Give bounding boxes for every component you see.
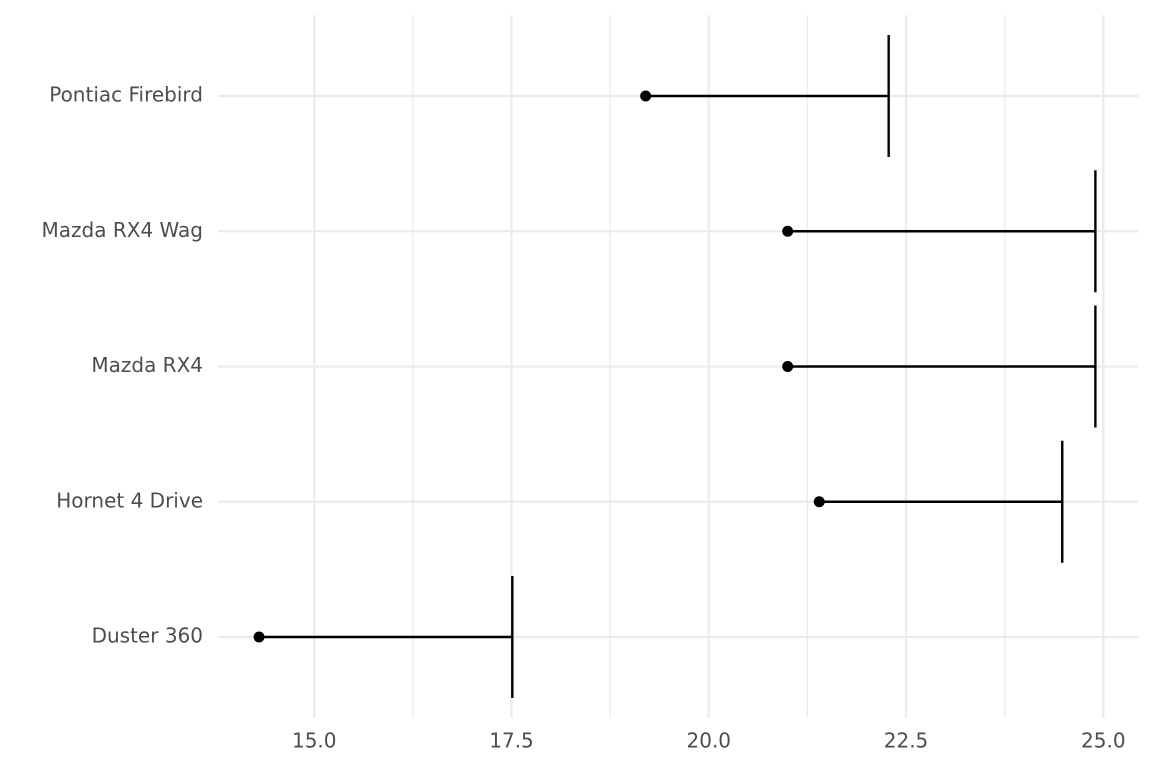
y-tick-label: Mazda RX4 (91, 353, 203, 377)
y-tick-label: Mazda RX4 Wag (42, 218, 203, 242)
x-tick-label: 17.5 (489, 729, 534, 753)
x-tick-label: 22.5 (884, 729, 929, 753)
x-tick-label: 25.0 (1081, 729, 1126, 753)
point (782, 225, 794, 237)
point (253, 631, 265, 643)
point (782, 361, 794, 372)
y-tick-label: Hornet 4 Drive (56, 488, 203, 512)
point (813, 496, 825, 508)
x-tick-label: 20.0 (687, 729, 732, 753)
y-tick-label: Duster 360 (92, 624, 203, 648)
point (640, 90, 652, 102)
x-tick-label: 15.0 (292, 729, 337, 753)
y-tick-label: Pontiac Firebird (49, 83, 203, 107)
